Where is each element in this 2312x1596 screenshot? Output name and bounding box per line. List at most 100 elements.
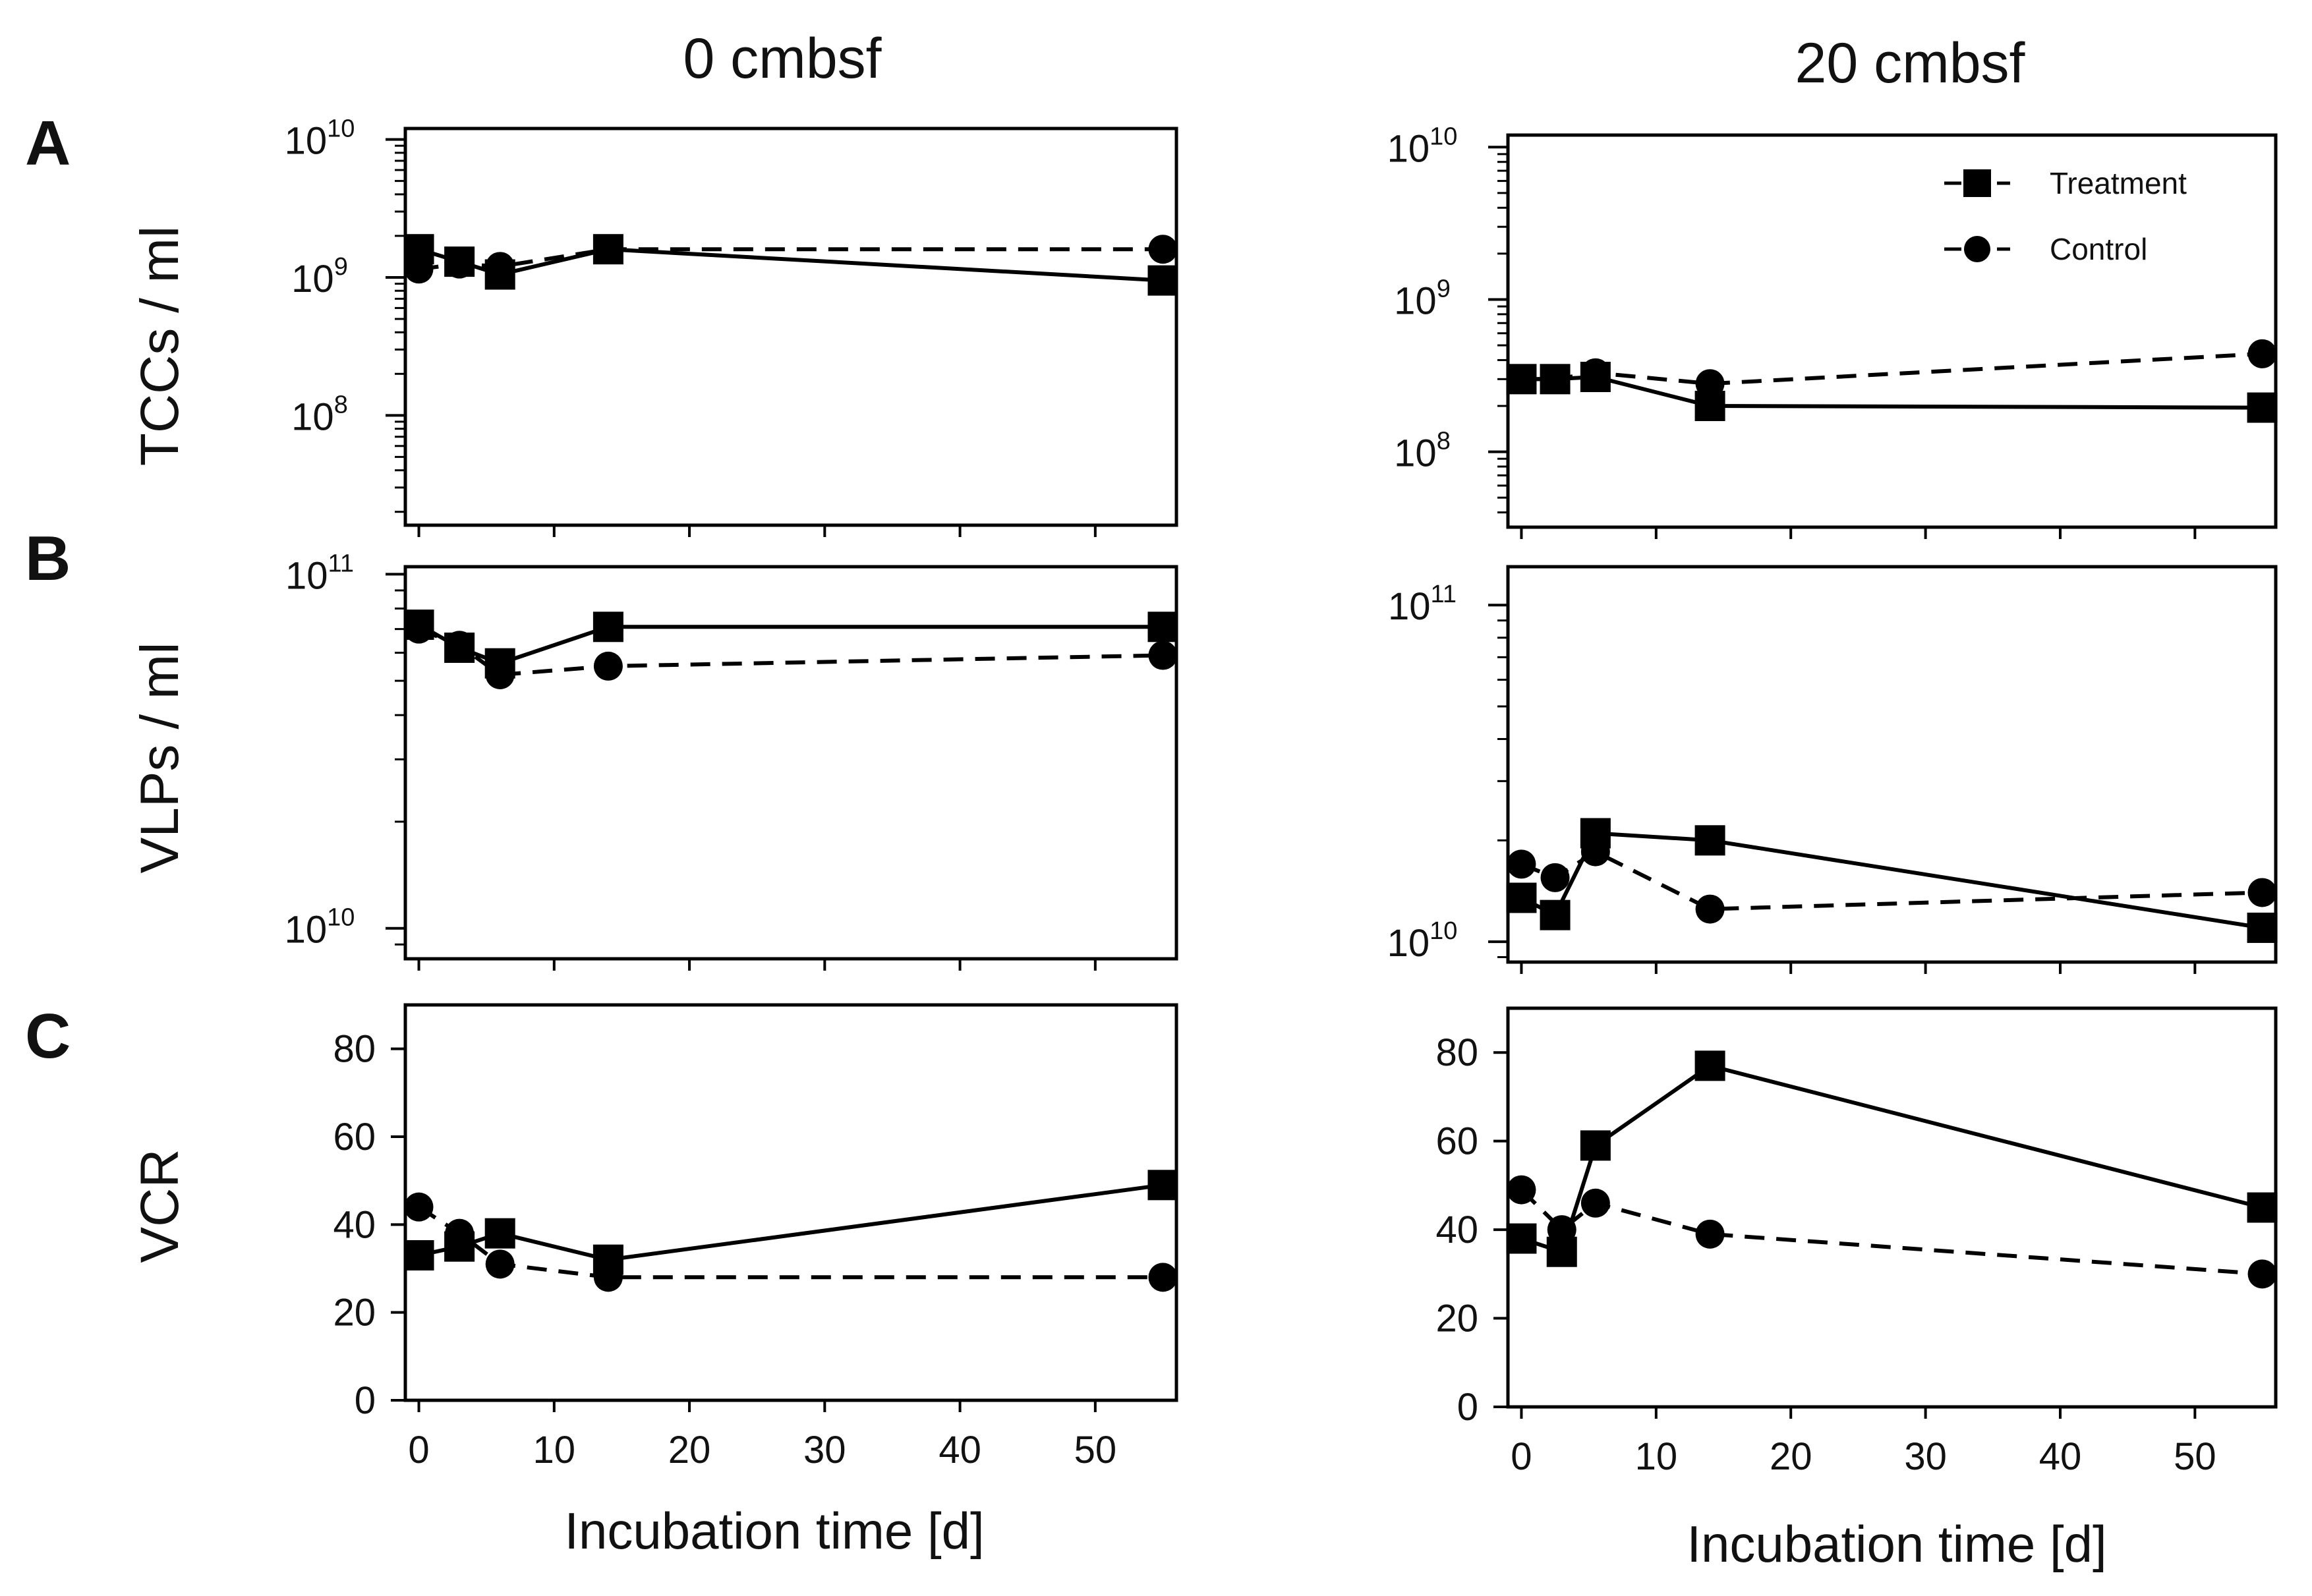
- y-tick-label: 1011: [285, 550, 354, 597]
- treatment-series-line: [418, 1183, 1163, 1262]
- control-point: [1695, 894, 1725, 924]
- panel-c-20cmbsf: 0 10 20 30 40 50 0 20 40 60 80: [1435, 1006, 2278, 1478]
- x-tick-label: 40: [2039, 1435, 2082, 1478]
- x-tick-label: 40: [939, 1429, 981, 1471]
- treatment-series-line: [418, 247, 1163, 283]
- y-tick-label: 1010: [285, 115, 355, 163]
- ylabel-vlps: VLPs / ml: [130, 642, 190, 874]
- control-point: [404, 1192, 434, 1222]
- control-point: [1580, 1188, 1610, 1218]
- legend-treatment-marker: [1963, 169, 1991, 197]
- xlabel-left: Incubation time [d]: [564, 1502, 984, 1560]
- panel-letter-a: A: [25, 108, 71, 179]
- control-point: [1148, 641, 1178, 670]
- plot-frame: [403, 127, 1178, 527]
- treatment-point: [1506, 882, 1537, 913]
- y-tick-label: 20: [333, 1292, 376, 1334]
- treatment-point: [1694, 825, 1725, 856]
- control-point: [2247, 339, 2277, 368]
- control-point: [1507, 849, 1536, 879]
- control-point: [593, 651, 623, 681]
- treatment-point: [2247, 392, 2278, 423]
- panel-a-0cmbsf: 108 109 1010: [285, 115, 1178, 537]
- y-tick-label: 80: [1435, 1031, 1478, 1074]
- treatment-point: [403, 234, 434, 265]
- y-tick-label: 40: [1435, 1209, 1478, 1251]
- x-tick-label: 30: [1904, 1435, 1947, 1478]
- y-tick-label: 80: [333, 1028, 376, 1071]
- panel-c-0cmbsf: 0 10 20 30 40 50 0 20 40 60 80: [333, 1003, 1178, 1471]
- treatment-point: [403, 610, 434, 641]
- treatment-point: [1147, 265, 1178, 296]
- treatment-point: [2247, 1192, 2278, 1223]
- treatment-point: [1580, 818, 1611, 849]
- x-tick-label: 50: [2174, 1435, 2216, 1478]
- x-tick-label: 20: [668, 1429, 711, 1471]
- y-tick-label: 109: [1394, 275, 1451, 322]
- treatment-point: [1147, 612, 1178, 642]
- control-point: [485, 1249, 515, 1279]
- column-title-0cmbsf: 0 cmbsf: [683, 27, 882, 90]
- treatment-point: [1580, 362, 1611, 393]
- panel-letter-c: C: [25, 1001, 71, 1071]
- ylabel-vcr: VCR: [130, 1149, 190, 1263]
- treatment-point: [1506, 364, 1537, 395]
- plot-frame: [1506, 133, 2278, 529]
- control-point: [1695, 1219, 1725, 1249]
- control-point: [1148, 1263, 1178, 1292]
- y-tick-label: 1010: [285, 904, 355, 952]
- x-tick-label: 30: [803, 1429, 846, 1471]
- y-tick-label: 1010: [1387, 917, 1458, 965]
- y-tick-label: 109: [291, 253, 348, 300]
- plot-frame: [1506, 1006, 2278, 1409]
- control-point: [2247, 878, 2277, 907]
- xlabel-right: Incubation time [d]: [1687, 1515, 2106, 1573]
- legend-treatment-label: Treatment: [2050, 166, 2187, 200]
- treatment-series-line: [1521, 374, 2263, 410]
- treatment-point: [1546, 1236, 1577, 1267]
- control-series-line: [1520, 849, 2263, 911]
- treatment-point: [592, 234, 623, 265]
- control-point: [1507, 1175, 1536, 1205]
- panel-b-20cmbsf: 1010 1011: [1387, 565, 2278, 974]
- treatment-point: [444, 246, 475, 277]
- legend-control-marker: [1964, 236, 1990, 262]
- treatment-point: [1506, 1223, 1537, 1254]
- treatment-point: [1540, 364, 1571, 395]
- ylabel-tccs: TCCs / ml: [130, 226, 190, 466]
- y-tick-label: 40: [333, 1203, 376, 1246]
- legend-control-label: Control: [2050, 232, 2147, 266]
- control-series-line: [1520, 1188, 2263, 1276]
- y-tick-label: 1011: [1388, 581, 1457, 628]
- x-tick-label: 20: [1770, 1435, 1812, 1478]
- treatment-point: [1694, 1050, 1725, 1081]
- panel-letter-b: B: [25, 523, 71, 594]
- x-tick-label: 0: [1511, 1435, 1532, 1478]
- plot-frame: [403, 1003, 1178, 1402]
- treatment-point: [403, 1240, 434, 1270]
- treatment-point: [1580, 1130, 1611, 1161]
- y-tick-label: 108: [1394, 428, 1451, 475]
- treatment-point: [444, 1231, 475, 1262]
- x-tick-label: 0: [408, 1429, 429, 1471]
- treatment-series-line: [1520, 831, 2263, 930]
- treatment-point: [1147, 1170, 1178, 1201]
- x-tick-label: 10: [1635, 1435, 1678, 1478]
- legend: Treatment Control: [1944, 166, 2187, 266]
- control-point: [1148, 235, 1178, 264]
- treatment-point: [1540, 899, 1571, 930]
- treatment-point: [484, 1218, 515, 1249]
- control-point: [1540, 863, 1570, 892]
- control-series-line: [1521, 351, 2263, 386]
- treatment-point: [592, 612, 623, 642]
- treatment-point: [484, 648, 515, 679]
- treatment-series-line: [1520, 1064, 2263, 1255]
- y-tick-label: 60: [1435, 1120, 1478, 1163]
- x-tick-label: 50: [1074, 1429, 1117, 1471]
- y-tick-label: 60: [333, 1116, 376, 1158]
- x-tick-label: 10: [533, 1429, 576, 1471]
- control-point: [2247, 1259, 2277, 1289]
- plot-frame: [1506, 565, 2278, 964]
- treatment-point: [592, 1244, 623, 1275]
